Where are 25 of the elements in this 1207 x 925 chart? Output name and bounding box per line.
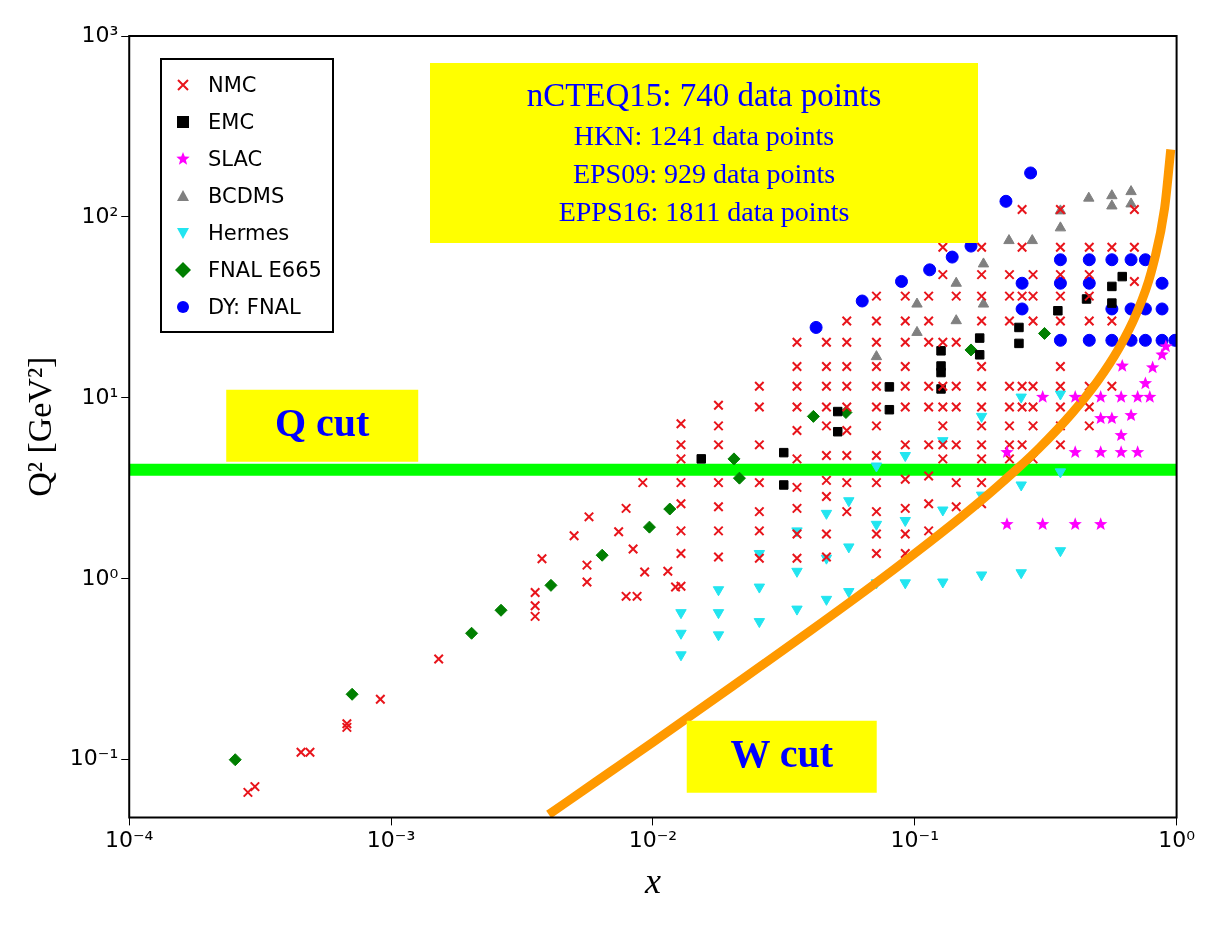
x-tick-label: 10⁰ — [1158, 827, 1196, 853]
series-label: W cut — [730, 731, 834, 777]
legend-label: SLAC — [208, 146, 263, 171]
annotation: EPPS16: 1811 data points — [557, 195, 851, 229]
annotation: nCTEQ15: 740 data points — [525, 76, 883, 115]
y-tick-label: 10² — [81, 202, 119, 228]
legend-label: Hermes — [208, 220, 290, 245]
annotation: HKN: 1241 data points — [572, 119, 836, 153]
legend-label: BCDMS — [208, 183, 285, 208]
x-tick-label: 10⁻² — [628, 827, 678, 853]
y-tick-label: 10⁻¹ — [69, 745, 119, 771]
x-tick-label: 10⁻³ — [366, 827, 416, 853]
x-tick-label: 10⁻⁴ — [105, 827, 154, 853]
legend-label: FNAL E665 — [208, 257, 322, 282]
x-tick-label: 10⁻¹ — [890, 827, 939, 853]
y-tick-label: 10¹ — [81, 383, 119, 409]
annotation: EPS09: 929 data points — [571, 157, 837, 191]
y-tick-label: 10⁰ — [81, 564, 119, 590]
y-tick-label: 10³ — [81, 21, 119, 47]
ref-line-label: Q cut — [275, 400, 371, 446]
legend-label: NMC — [208, 72, 257, 97]
y-axis-title: Q² [GeV²] — [21, 356, 59, 497]
legend-label: EMC — [208, 109, 255, 134]
legend-label: DY: FNAL — [208, 294, 301, 319]
x-axis-title: x — [643, 860, 661, 901]
